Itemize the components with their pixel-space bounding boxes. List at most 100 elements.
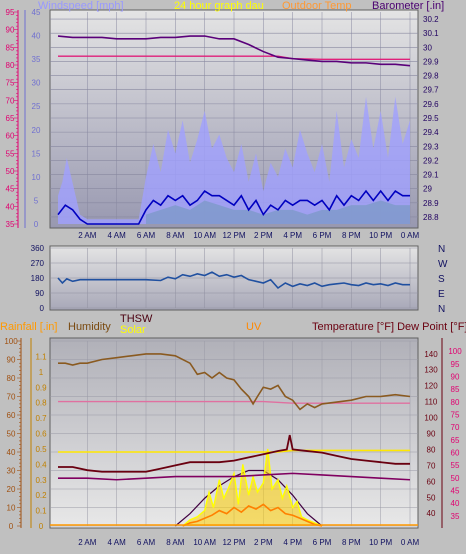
barometer-tick-label: 29.7 [423,86,439,95]
barometer-tick-label: 29.2 [423,156,439,165]
dewpoint-tick-label: 50 [451,474,460,483]
temperature-line [58,472,411,481]
outdoor-temp-line [58,55,410,61]
thsw-line [58,434,410,473]
x-tick-label: 4 AM [108,231,127,240]
outdoor-temp-tick-label: 55 [6,149,15,158]
x-tick-label: 6 AM [137,538,156,547]
humidity-tick-label: 30 [7,467,16,476]
uv-line [182,503,323,527]
humidity-tick-label: 100 [4,337,18,346]
middle-axis-ticks: 0 N 90 E 180 S 270 W 360 N [31,244,448,315]
wind-direction-line [57,271,410,290]
windspeed-tick-label: 35 [32,55,41,64]
thsw-label: THSW [120,313,153,325]
humidity-axis-label: Humidity [68,321,111,333]
bottom-series-group [50,353,418,527]
barometer-axis-label: Barometer [.in] [372,0,444,12]
barometer-tick-label: 28.8 [423,213,439,222]
x-tick-label: 4 PM [283,538,302,547]
humidity-tick-label: 70 [7,393,16,402]
direction-tick-label: 180 [31,274,45,283]
compass-tick-label: E [438,289,445,300]
solar-radiation-area [182,448,322,526]
x-tick-label: 8 AM [166,231,185,240]
x-tick-label: 10 AM [193,231,216,240]
windspeed-tick-label: 0 [34,220,39,229]
rainfall-tick-label: 0.1 [35,507,47,516]
barometer-tick-label: 29.6 [423,100,439,109]
rainfall-tick-label: 0.4 [35,460,47,469]
dewpoint-tick-label: 40 [451,499,460,508]
x-tick-label: 12 PM [222,231,245,240]
temperature-tick-label: 120 [424,382,438,391]
direction-tick-label: 360 [31,244,45,253]
rainfall-tick-label: 0.6 [35,430,47,439]
outdoor-temp-tick-label: 50 [6,167,15,176]
outdoor-temp-label: Outdoor Temp [282,0,352,12]
x-tick-label: 0 AM [401,231,420,240]
outdoor-temp-tick-label: 75 [6,79,15,88]
rainfall-tick-label: 0.8 [35,399,47,408]
uv-label: UV [246,321,262,333]
dewpoint-tick-label: 75 [451,410,460,419]
rainfall-tick-label: 1 [39,368,44,377]
rainfall-tick-label: 0 [39,522,44,531]
x-tick-label: 10 AM [193,538,216,547]
barometer-tick-label: 29.9 [423,57,439,66]
windspeed-tick-label: 30 [32,79,41,88]
x-tick-label: 8 AM [166,538,185,547]
bottom-axis-ticks: 0 10 20 30 40 50 60 70 80 90 100 0 0.1 0.2 0.3 0.4 0.5 0.… [4,337,462,547]
wind-avg-line [57,189,410,225]
windspeed-tick-label: 10 [32,173,41,182]
temperature-tick-label: 140 [424,350,438,359]
barometer-tick-label: 30.2 [423,15,439,24]
dewpoint-tick-label: 65 [451,436,460,445]
barometer-tick-label: 28.9 [423,199,439,208]
temperature-tick-label: 90 [427,430,436,439]
temperature-tick-label: 60 [427,477,436,486]
middle-series-group [57,271,410,290]
x-tick-label: 8 PM [342,231,361,240]
barometer-in--line [57,35,411,67]
compass-tick-label: N [438,244,445,255]
outdoor-temp-tick-label: 65 [6,114,15,123]
x-tick-label: 6 PM [313,231,332,240]
x-tick-label: 4 PM [283,231,302,240]
temperature-axis-label: Temperature [°F] Dew Point [°F] [312,321,466,333]
x-tick-label: 12 PM [222,538,245,547]
outdoor-temp-tick-label: 70 [6,96,15,105]
humidity-tick-label: 20 [7,485,16,494]
rainfall-tick-label: 1.1 [35,352,47,361]
dewpoint-tick-label: 35 [451,512,460,521]
humidity-tick-label: 0 [9,522,14,531]
x-tick-label: 10 PM [369,231,392,240]
dewpoint-tick-label: 85 [451,385,460,394]
outdoor-temp-tick-label: 95 [6,8,15,17]
compass-tick-label: N [438,304,445,315]
x-tick-label: 8 PM [342,538,361,547]
outdoor-temp-tick-label: 40 [6,202,15,211]
dewpoint-tick-label: 55 [451,461,460,470]
barometer-tick-label: 29 [423,185,432,194]
humidity-tick-label: 90 [7,356,16,365]
compass-tick-label: W [438,259,448,270]
temperature-tick-label: 40 [427,509,436,518]
x-tick-label: 2 AM [78,538,97,547]
humidity-tick-label: 50 [7,430,16,439]
barometer-tick-label: 29.4 [423,128,439,137]
x-tick-label: 6 PM [313,538,332,547]
temperature-tick-label: 130 [424,366,438,375]
barometer-tick-label: 30 [423,43,432,52]
windspeed-tick-label: 25 [32,102,41,111]
dew-point-line [58,400,410,404]
top-axis-ticks: 28.8 28.9 29 29.1 29.2 29.3 29.4 29.5 29.6 29.7 29… [6,8,440,240]
windspeed-axis-label: Windspeed [mph] [38,0,124,12]
outdoor-temp-tick-label: 45 [6,185,15,194]
dewpoint-tick-label: 100 [448,347,462,356]
temperature-tick-label: 70 [427,461,436,470]
barometer-tick-label: 29.3 [423,142,439,151]
x-tick-label: 2 PM [254,538,273,547]
temperature-tick-label: 100 [424,414,438,423]
